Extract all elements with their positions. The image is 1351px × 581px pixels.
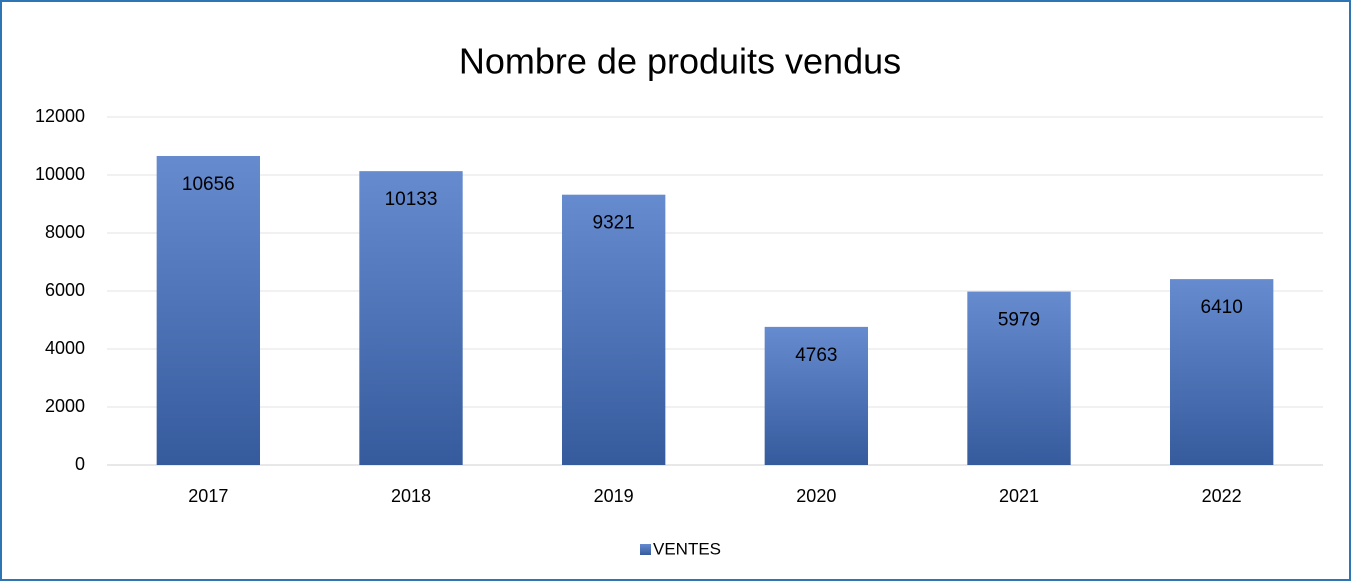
data-label: 5979 — [998, 310, 1040, 331]
data-label: 6410 — [1201, 297, 1243, 318]
y-tick-label: 8000 — [45, 222, 85, 242]
y-tick-label: 6000 — [45, 280, 85, 300]
bar — [561, 194, 666, 466]
x-tick-label: 2021 — [999, 486, 1039, 506]
x-tick-label: 2022 — [1202, 486, 1242, 506]
bar — [967, 291, 1071, 465]
bar — [1169, 279, 1274, 465]
x-tick-label: 2020 — [796, 486, 836, 506]
x-tick-label: 2018 — [391, 486, 431, 506]
bar — [764, 326, 869, 465]
y-tick-label: 10000 — [35, 164, 85, 184]
chart-title: Nombre de produits vendus — [459, 41, 901, 82]
data-label: 10656 — [182, 174, 235, 195]
data-label: 4763 — [795, 345, 837, 366]
legend-swatch — [640, 544, 651, 555]
y-tick-label: 0 — [75, 454, 85, 474]
x-tick-label: 2017 — [188, 486, 228, 506]
data-label: 10133 — [385, 189, 438, 210]
bar — [156, 155, 261, 465]
legend-label: VENTES — [653, 539, 721, 558]
y-tick-label: 12000 — [35, 106, 85, 126]
y-tick-label: 4000 — [45, 338, 85, 358]
bar — [359, 171, 463, 465]
x-tick-label: 2019 — [594, 486, 634, 506]
y-tick-label: 2000 — [45, 396, 85, 416]
data-label: 9321 — [593, 213, 635, 234]
